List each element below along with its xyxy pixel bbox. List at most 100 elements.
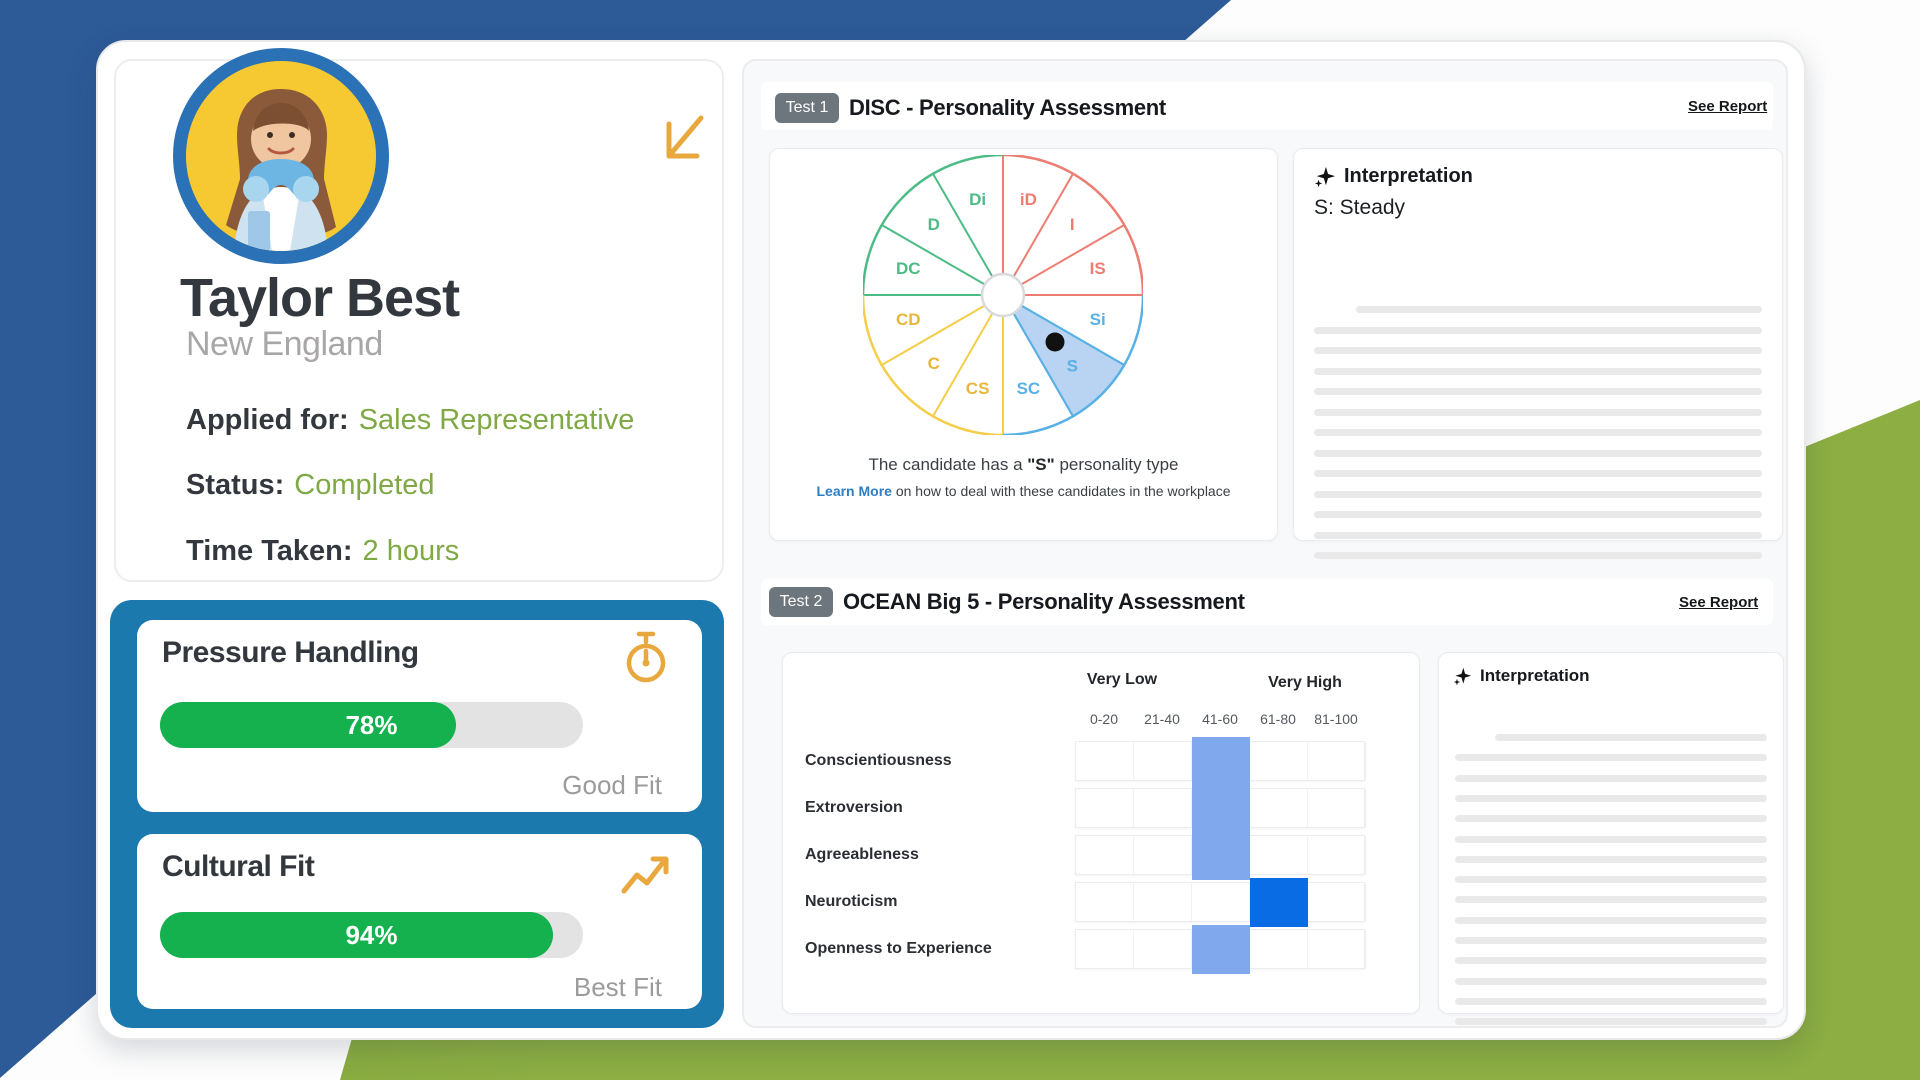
ocean-cell bbox=[1134, 930, 1192, 968]
disc-segment-label: S bbox=[1067, 356, 1078, 375]
ocean-row-cells bbox=[1075, 831, 1366, 880]
ocean-cell bbox=[1250, 742, 1308, 780]
cultural-fit-percent: 94% bbox=[345, 920, 398, 950]
ocean-score-cell bbox=[1192, 831, 1250, 880]
metrics-panel: Pressure Handling 78% Good Fit Cultural … bbox=[110, 600, 724, 1028]
ocean-trait-label: Agreeableness bbox=[805, 846, 919, 863]
ocean-bin-label: 61-80 bbox=[1260, 711, 1296, 727]
arrow-down-left-icon bbox=[666, 115, 704, 159]
skeleton-line bbox=[1314, 367, 1762, 375]
skeleton-line bbox=[1314, 449, 1762, 457]
candidate-profile-card: Taylor Best New England Applied for: Sale… bbox=[114, 48, 724, 582]
sparkle-icon bbox=[1453, 667, 1472, 685]
interpretation-skeleton-text bbox=[1294, 306, 1782, 596]
ocean-cell bbox=[1250, 930, 1308, 968]
status-label: Status: bbox=[186, 469, 285, 501]
ocean-interpretation-card: Interpretation bbox=[1438, 652, 1784, 1026]
disc-caption: The candidate has a "S" personality type bbox=[868, 455, 1179, 474]
skeleton-line bbox=[1356, 306, 1762, 313]
cultural-fit-progress-fill bbox=[160, 912, 554, 958]
ocean-row-cells bbox=[1075, 784, 1366, 833]
trend-up-icon bbox=[621, 856, 669, 894]
ocean-score-cell bbox=[1192, 784, 1250, 833]
ocean-cell bbox=[1308, 742, 1366, 780]
skeleton-line bbox=[1455, 815, 1767, 823]
assessments-panel: Test 1 DISC - Personality Assessment See… bbox=[742, 59, 1788, 1028]
pressure-handling-card: Pressure Handling 78% Good Fit bbox=[137, 620, 702, 812]
status-value: Completed bbox=[294, 469, 435, 501]
disc-segment-label: IS bbox=[1090, 259, 1106, 278]
skeleton-line bbox=[1314, 429, 1762, 436]
disc-segment-label: C bbox=[928, 354, 940, 373]
test2-badge: Test 2 bbox=[769, 587, 833, 617]
skeleton-line bbox=[1495, 734, 1767, 741]
stopwatch-icon bbox=[626, 631, 666, 683]
skeleton-line bbox=[1455, 754, 1767, 762]
sparkle-icon bbox=[1314, 166, 1336, 187]
ocean-cell bbox=[1134, 742, 1192, 780]
ocean-cell bbox=[1308, 930, 1366, 968]
ocean-row-cells bbox=[1075, 878, 1366, 927]
cultural-fit-progressbar: 94% bbox=[160, 912, 583, 958]
time-taken-row: Time Taken: 2 hours bbox=[186, 535, 459, 568]
pressure-handling-title: Pressure Handling bbox=[162, 636, 419, 669]
ocean-chart-card: Very Low Very High 0-20 21-40 41-60 61-80 81… bbox=[782, 652, 1420, 1014]
disc-segment-label: SC bbox=[1017, 379, 1041, 398]
ocean-score-cell bbox=[1250, 878, 1308, 927]
skeleton-line bbox=[1314, 531, 1762, 539]
ocean-cell bbox=[1250, 789, 1308, 827]
cultural-fit-fit-label: Best Fit bbox=[573, 972, 662, 1002]
applied-for-label: Applied for: bbox=[186, 404, 349, 436]
ocean-bin-label: 81-100 bbox=[1314, 711, 1358, 727]
candidate-name: Taylor Best bbox=[180, 268, 460, 328]
skeleton-line bbox=[1314, 470, 1762, 477]
test1-header-bar bbox=[761, 82, 1773, 130]
disc-chart-card: iD I IS Si S SC CS C CD DC D Di The cand… bbox=[769, 148, 1278, 541]
ocean-cell bbox=[1134, 836, 1192, 874]
skeleton-line bbox=[1455, 957, 1767, 965]
ocean-row-cells bbox=[1075, 737, 1366, 786]
interpretation-skeleton-text bbox=[1439, 734, 1783, 1034]
test2-title: OCEAN Big 5 - Personality Assessment bbox=[843, 589, 1245, 614]
test1-see-report-link[interactable]: See Report bbox=[1688, 98, 1768, 115]
ocean-cell bbox=[1308, 883, 1366, 921]
disc-segment-label: CS bbox=[966, 379, 990, 398]
ocean-cell bbox=[1192, 883, 1250, 921]
test2-header-bar bbox=[761, 579, 1773, 625]
ocean-cell bbox=[1076, 930, 1134, 968]
interpretation-result: S: Steady bbox=[1314, 196, 1406, 219]
disc-segment-label: D bbox=[928, 215, 940, 234]
disc-segment-label: Di bbox=[969, 190, 986, 209]
skeleton-line bbox=[1455, 997, 1767, 1005]
pressure-handling-progressbar: 78% bbox=[160, 702, 583, 748]
pressure-handling-percent: 78% bbox=[345, 710, 398, 740]
interpretation-header: Interpretation bbox=[1453, 666, 1783, 686]
ocean-cell bbox=[1076, 789, 1134, 827]
pressure-handling-fit-label: Good Fit bbox=[562, 770, 662, 800]
status-row: Status: Completed bbox=[186, 469, 435, 502]
ocean-cell bbox=[1076, 883, 1134, 921]
cultural-fit-card: Cultural Fit 94% Best Fit bbox=[137, 834, 702, 1009]
ocean-cell bbox=[1134, 883, 1192, 921]
skeleton-line bbox=[1455, 794, 1767, 802]
ocean-trait-label: Openness to Experience bbox=[805, 940, 992, 957]
applied-for-value: Sales Representative bbox=[358, 404, 635, 436]
learn-more-link[interactable]: Learn More bbox=[816, 483, 892, 499]
applied-for-row: Applied for: Sales Representative bbox=[186, 404, 634, 437]
very-low-label: Very Low bbox=[1086, 671, 1158, 688]
disc-segment-label: iD bbox=[1020, 190, 1037, 209]
main-canvas: Taylor Best New England Applied for: Sale… bbox=[96, 40, 1806, 1040]
skeleton-line bbox=[1314, 326, 1762, 334]
disc-learn-more-line: Learn More on how to deal with these can… bbox=[816, 483, 1231, 499]
test2-see-report-link[interactable]: See Report bbox=[1679, 594, 1759, 611]
very-high-label: Very High bbox=[1268, 674, 1342, 691]
disc-interpretation-card: Interpretation S: Steady bbox=[1293, 148, 1783, 559]
ocean-trait-label: Conscientiousness bbox=[805, 752, 952, 769]
test1-title: DISC - Personality Assessment bbox=[849, 95, 1166, 120]
skeleton-line bbox=[1314, 552, 1762, 559]
ocean-trait-label: Neuroticism bbox=[805, 893, 898, 910]
skeleton-line bbox=[1314, 347, 1762, 354]
skeleton-line bbox=[1455, 774, 1767, 782]
pressure-handling-progress-fill bbox=[160, 702, 457, 748]
ocean-cell bbox=[1076, 742, 1134, 780]
